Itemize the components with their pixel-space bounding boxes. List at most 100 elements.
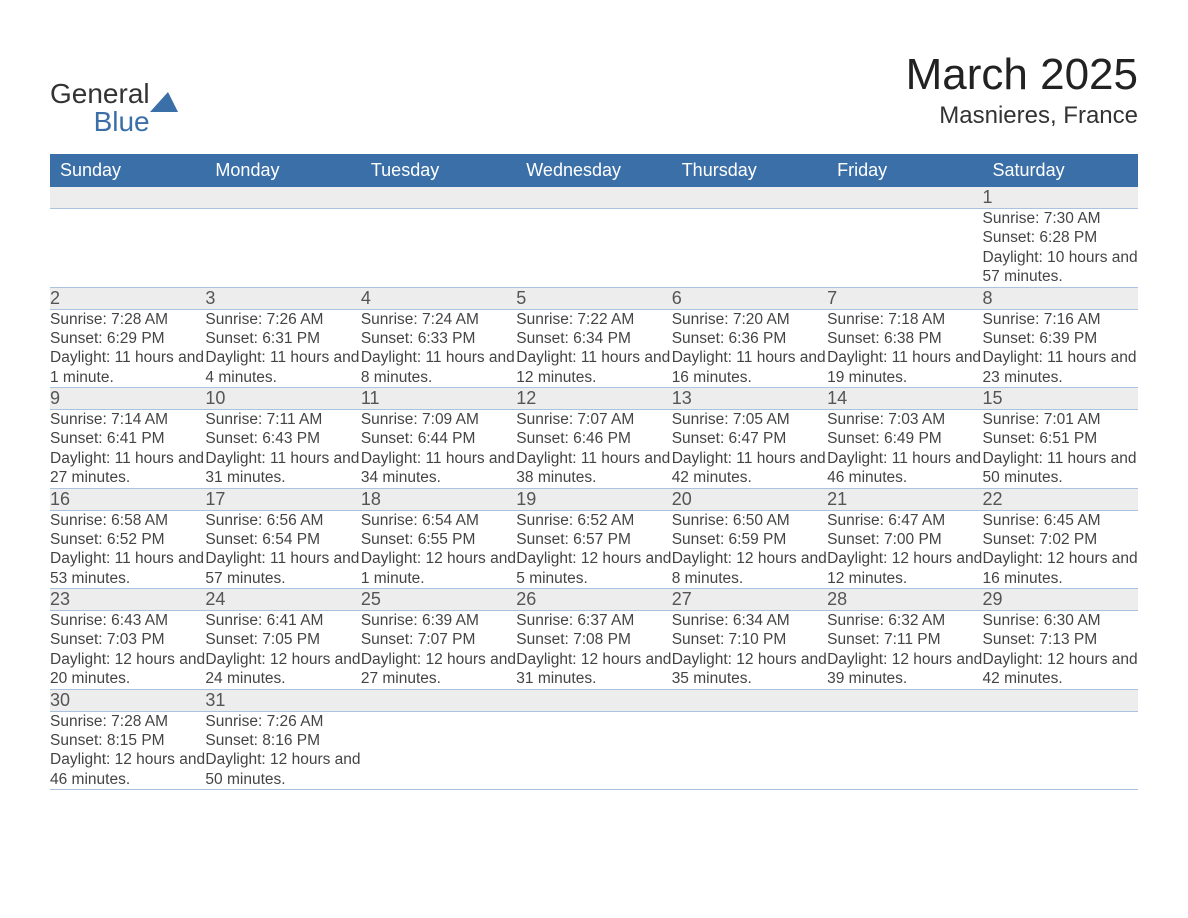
sunrise-line: Sunrise: 7:30 AM [983,210,1101,227]
daylight-line: Daylight: 11 hours and 16 minutes. [672,349,826,385]
day-detail-cell: Sunrise: 6:54 AMSunset: 6:55 PMDaylight:… [361,510,516,589]
sunrise-line: Sunrise: 6:58 AM [50,512,168,529]
day-detail-cell: Sunrise: 7:30 AMSunset: 6:28 PMDaylight:… [983,209,1138,288]
sunrise-line: Sunrise: 6:43 AM [50,612,168,629]
day-detail-cell: Sunrise: 6:34 AMSunset: 7:10 PMDaylight:… [672,611,827,690]
day-number-cell: 4 [361,287,516,309]
sunrise-line: Sunrise: 6:32 AM [827,612,945,629]
day-number-cell: 13 [672,388,827,410]
sunset-line: Sunset: 7:11 PM [827,631,940,648]
day-number-cell: 5 [516,287,671,309]
daynum-row: 9101112131415 [50,388,1138,410]
day-detail-cell: Sunrise: 7:28 AMSunset: 8:15 PMDaylight:… [50,711,205,790]
sunrise-line: Sunrise: 6:45 AM [983,512,1101,529]
sunrise-line: Sunrise: 7:26 AM [205,311,323,328]
sunset-line: Sunset: 6:52 PM [50,531,165,548]
month-title: March 2025 [906,50,1138,100]
sunset-line: Sunset: 7:00 PM [827,531,942,548]
sunset-line: Sunset: 8:15 PM [50,732,165,749]
daynum-row: 16171819202122 [50,488,1138,510]
day-detail-cell [672,711,827,790]
sunset-line: Sunset: 6:51 PM [983,430,1098,447]
brand-line2: Blue [50,108,150,136]
detail-row: Sunrise: 7:30 AMSunset: 6:28 PMDaylight:… [50,209,1138,288]
daylight-line: Daylight: 11 hours and 46 minutes. [827,450,981,486]
day-number-cell [672,187,827,209]
daylight-line: Daylight: 12 hours and 31 minutes. [516,651,671,687]
sunrise-line: Sunrise: 7:28 AM [50,311,168,328]
day-detail-cell: Sunrise: 7:14 AMSunset: 6:41 PMDaylight:… [50,410,205,489]
weekday-header: Monday [205,154,360,187]
day-detail-cell: Sunrise: 6:45 AMSunset: 7:02 PMDaylight:… [983,510,1138,589]
sunrise-line: Sunrise: 6:34 AM [672,612,790,629]
weekday-header: Friday [827,154,982,187]
sunset-line: Sunset: 7:02 PM [983,531,1098,548]
daylight-line: Daylight: 11 hours and 50 minutes. [983,450,1137,486]
weekday-header-row: SundayMondayTuesdayWednesdayThursdayFrid… [50,154,1138,187]
weekday-header: Tuesday [361,154,516,187]
day-detail-cell: Sunrise: 6:47 AMSunset: 7:00 PMDaylight:… [827,510,982,589]
sunrise-line: Sunrise: 7:26 AM [205,713,323,730]
sunrise-line: Sunrise: 6:56 AM [205,512,323,529]
sunset-line: Sunset: 6:49 PM [827,430,942,447]
sunrise-line: Sunrise: 7:14 AM [50,411,168,428]
day-number-cell: 6 [672,287,827,309]
weekday-header: Sunday [50,154,205,187]
day-detail-cell: Sunrise: 7:26 AMSunset: 8:16 PMDaylight:… [205,711,360,790]
day-number-cell [827,187,982,209]
sunset-line: Sunset: 6:28 PM [983,229,1098,246]
day-number-cell: 22 [983,488,1138,510]
detail-row: Sunrise: 6:43 AM Sunset: 7:03 PM Daylight:… [50,611,1138,690]
day-number-cell: 7 [827,287,982,309]
day-number-cell: 31 [205,689,360,711]
daylight-line: Daylight: 12 hours and 20 minutes. [50,651,205,687]
day-number-cell [516,689,671,711]
day-number-cell: 29 [983,589,1138,611]
day-number-cell: 12 [516,388,671,410]
day-number-cell [50,187,205,209]
day-detail-cell: Sunrise: 6:39 AMSunset: 7:07 PMDaylight:… [361,611,516,690]
day-number-cell: 24 [205,589,360,611]
day-detail-cell: Sunrise: 6:37 AMSunset: 7:08 PMDaylight:… [516,611,671,690]
daylight-line: Daylight: 11 hours and 12 minutes. [516,349,670,385]
sunrise-line: Sunrise: 7:09 AM [361,411,479,428]
day-detail-cell [983,711,1138,790]
day-detail-cell: Sunrise: 7:16 AMSunset: 6:39 PMDaylight:… [983,309,1138,388]
daylight-line: Daylight: 11 hours and 8 minutes. [361,349,515,385]
day-number-cell [516,187,671,209]
daylight-line: Daylight: 11 hours and 38 minutes. [516,450,670,486]
sunrise-line: Sunrise: 6:37 AM [516,612,634,629]
daylight-line: Daylight: 11 hours and 57 minutes. [205,550,359,586]
day-number-cell: 15 [983,388,1138,410]
day-detail-cell: Sunrise: 6:52 AMSunset: 6:57 PMDaylight:… [516,510,671,589]
sunrise-line: Sunrise: 6:41 AM [205,612,323,629]
day-detail-cell: Sunrise: 7:07 AMSunset: 6:46 PMDaylight:… [516,410,671,489]
day-detail-cell: Sunrise: 7:28 AMSunset: 6:29 PMDaylight:… [50,309,205,388]
sunset-line: Sunset: 7:07 PM [361,631,476,648]
day-number-cell: 19 [516,488,671,510]
daylight-line: Daylight: 11 hours and 34 minutes. [361,450,515,486]
day-number-cell: 9 [50,388,205,410]
brand-triangle-icon [150,92,178,112]
sunrise-line: Sunrise: 6:54 AM [361,512,479,529]
day-number-cell: 2 [50,287,205,309]
day-number-cell: 8 [983,287,1138,309]
day-detail-cell [361,209,516,288]
sunrise-line: Sunrise: 7:07 AM [516,411,634,428]
sunset-line: Sunset: 7:03 PM [50,631,165,648]
sunset-line: Sunset: 6:59 PM [672,531,787,548]
daylight-line: Daylight: 12 hours and 50 minutes. [205,751,360,787]
day-number-cell: 28 [827,589,982,611]
day-detail-cell: Sunrise: 7:22 AMSunset: 6:34 PMDaylight:… [516,309,671,388]
day-detail-cell: Sunrise: 7:05 AMSunset: 6:47 PMDaylight:… [672,410,827,489]
daynum-row: 1 [50,187,1138,209]
day-number-cell: 18 [361,488,516,510]
sunrise-line: Sunrise: 7:20 AM [672,311,790,328]
sunrise-line: Sunrise: 6:52 AM [516,512,634,529]
sunset-line: Sunset: 6:38 PM [827,330,942,347]
detail-row: Sunrise: 7:14 AMSunset: 6:41 PMDaylight:… [50,410,1138,489]
sunrise-line: Sunrise: 6:47 AM [827,512,945,529]
daylight-line: Daylight: 12 hours and 8 minutes. [672,550,827,586]
sunset-line: Sunset: 6:57 PM [516,531,631,548]
daylight-line: Daylight: 11 hours and 23 minutes. [983,349,1137,385]
